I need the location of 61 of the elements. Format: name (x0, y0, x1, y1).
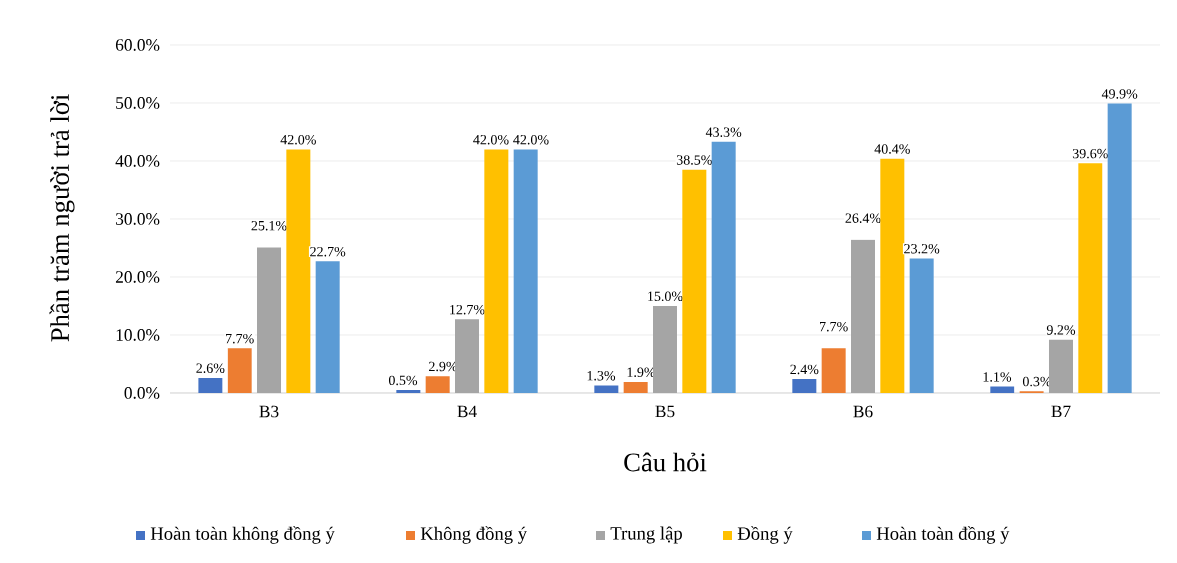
x-axis-title: Câu hỏi (624, 452, 707, 472)
bar (880, 158, 905, 393)
y-tick-label: 60.0% (115, 39, 160, 51)
legend-label: Đồng ý (737, 526, 793, 544)
bar (1107, 103, 1132, 393)
bar (257, 247, 282, 393)
data-label: 40.4% (874, 144, 910, 154)
bar (455, 319, 480, 393)
bar (198, 377, 223, 393)
bar (909, 258, 934, 393)
y-axis-title: Phần trăm người trả lời (49, 94, 75, 342)
data-label: 1.1% (983, 372, 1012, 382)
legend-label: Không đồng ý (420, 526, 528, 544)
data-label: 42.0% (513, 134, 549, 145)
bar (821, 348, 846, 393)
y-tick-label: 10.0% (116, 329, 160, 341)
data-label: 0.5% (388, 375, 418, 386)
legend-label: Hoàn toàn không đồng ý (150, 526, 335, 544)
data-label: 49.9% (1101, 89, 1138, 99)
data-label: 38.5% (676, 155, 712, 165)
bar (792, 379, 817, 393)
bar (286, 149, 311, 393)
bar (513, 149, 538, 393)
bar (425, 376, 450, 393)
y-tick-label: 30.0% (116, 213, 160, 225)
bar (851, 239, 875, 393)
x-tick-label: B7 (1051, 405, 1071, 418)
bar (623, 381, 648, 393)
y-tick-label: 50.0% (116, 97, 160, 109)
bar (1048, 339, 1073, 393)
bar (711, 141, 736, 393)
data-label: 42.0% (473, 134, 509, 145)
data-label: 22.7% (310, 246, 346, 257)
data-label: 43.3% (705, 127, 742, 137)
data-label: 1.3% (587, 371, 616, 381)
data-label: 7.7% (226, 333, 254, 344)
legend-label: Hoàn toàn đồng ý (876, 526, 1010, 544)
x-tick-label: B3 (259, 405, 279, 418)
y-tick-label: 40.0% (115, 155, 160, 167)
x-tick-label: B4 (457, 405, 477, 418)
data-label: 2.6% (196, 363, 225, 373)
x-tick-label: B5 (655, 405, 675, 418)
y-tick-label: 0.0% (124, 387, 160, 399)
bar (990, 386, 1015, 393)
bar (227, 348, 252, 393)
data-label: 23.2% (904, 243, 940, 254)
bar (653, 305, 677, 393)
data-label: 2.4% (790, 364, 819, 375)
bar (594, 385, 619, 393)
y-tick-label: 20.0% (115, 271, 160, 283)
data-label: 42.0% (280, 134, 316, 145)
bar (396, 390, 421, 393)
bar (484, 149, 509, 393)
legend-label: Trung lập (610, 526, 682, 544)
data-label: 9.2% (1046, 325, 1076, 335)
bar (1078, 163, 1103, 393)
data-label: 39.6% (1072, 148, 1108, 159)
bar (315, 261, 340, 393)
x-tick-label: B6 (853, 405, 873, 418)
data-label: 7.7% (820, 321, 848, 332)
bar (682, 169, 707, 393)
